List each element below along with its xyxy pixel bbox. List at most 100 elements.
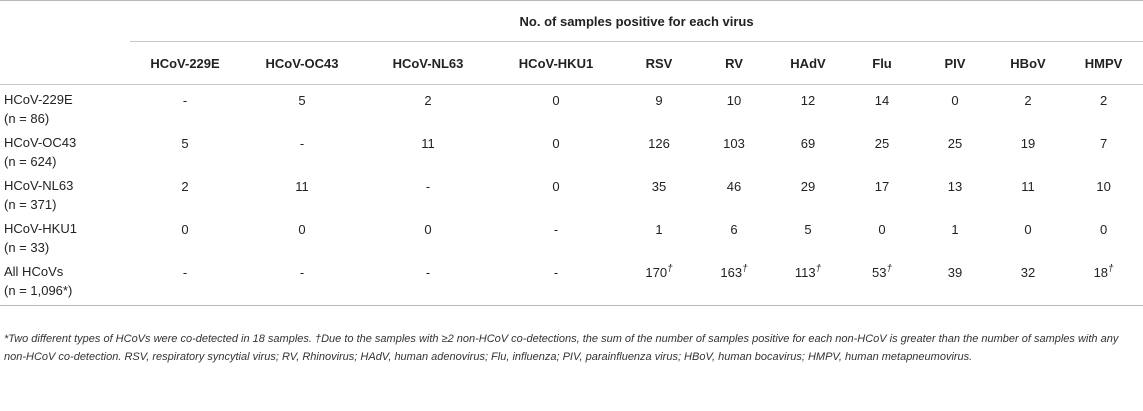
table-cell: 19 xyxy=(992,128,1064,171)
cell-value: 69 xyxy=(800,136,816,151)
table-cell: 11 xyxy=(364,128,492,171)
table-cell: 0 xyxy=(918,85,992,129)
col-header-hcov-nl63: HCoV-NL63 xyxy=(364,41,492,85)
cell-value: 32 xyxy=(1020,265,1036,280)
table-cell: 170† xyxy=(620,257,698,306)
table-cell: 2 xyxy=(130,171,240,214)
row-sample-count: (n = 371) xyxy=(4,197,57,212)
cell-value: 53 xyxy=(871,265,887,280)
super-header-row: No. of samples positive for each virus xyxy=(0,0,1143,42)
table-row: HCoV-NL63 (n = 371) 2 11 - 0 35 46 29 17 13 11 10 xyxy=(0,171,1143,214)
table-row: HCoV-229E (n = 86) - 5 2 0 9 10 12 14 0 2 2 xyxy=(0,85,1143,129)
cell-value: - xyxy=(299,265,305,280)
table-cell: 0 xyxy=(992,214,1064,257)
cell-value: 0 xyxy=(298,222,306,237)
cell-value: 0 xyxy=(552,136,560,151)
table-body: HCoV-229E (n = 86) -5 2 0 9 10 12 14 0 2 2 HCoV-OC43… xyxy=(0,85,1143,306)
table-cell: 5 xyxy=(130,128,240,171)
col-header-rsv: RSV xyxy=(620,41,698,85)
cell-value: 35 xyxy=(651,179,667,194)
col-header-hadv: HAdV xyxy=(770,41,846,85)
table-cell: 10 xyxy=(1064,171,1143,214)
cell-value: 11 xyxy=(421,136,435,151)
cell-value: - xyxy=(182,93,188,108)
cell-value: 46 xyxy=(726,179,742,194)
cell-value: 6 xyxy=(730,222,738,237)
cell-value: 2 xyxy=(181,179,189,194)
table-cell: 5 xyxy=(240,85,364,129)
table-cell: 5 xyxy=(770,214,846,257)
row-sample-count: (n = 33) xyxy=(4,240,50,255)
cell-value: 1 xyxy=(951,222,959,237)
table-cell: 12 xyxy=(770,85,846,129)
table-cell: 6 xyxy=(698,214,770,257)
table-cell: 25 xyxy=(918,128,992,171)
table-cell: 25 xyxy=(846,128,918,171)
cell-value: - xyxy=(425,179,431,194)
table-row: HCoV-OC43 (n = 624) 5 - 11 0 126 103 69 25 25 19 7 xyxy=(0,128,1143,171)
table-row: HCoV-HKU1 (n = 33) 0 0 0 - 1 6 5 0 1 0 0 xyxy=(0,214,1143,257)
table-row: All HCoVs (n = 1,096*) - - - -170† 163† 113† 53†… xyxy=(0,257,1143,306)
cell-footnote-mark: † xyxy=(667,263,673,275)
row-virus-name: HCoV-OC43 xyxy=(4,135,77,150)
cell-value: 10 xyxy=(1096,179,1111,194)
cell-value: 0 xyxy=(552,93,560,108)
table-cell: 18† xyxy=(1064,257,1143,306)
table-cell: 39 xyxy=(918,257,992,306)
table-cell: 9 xyxy=(620,85,698,129)
cell-value: 14 xyxy=(874,93,890,108)
row-virus-name: HCoV-HKU1 xyxy=(4,221,77,236)
table-cell: 0 xyxy=(492,171,620,214)
cell-value: 170 xyxy=(645,265,668,280)
cell-value: 25 xyxy=(874,136,890,151)
cell-value: 0 xyxy=(878,222,886,237)
table-cell: 0 xyxy=(1064,214,1143,257)
table-cell: - xyxy=(492,257,620,306)
table-cell: - xyxy=(364,257,492,306)
row-label: HCoV-HKU1 (n = 33) xyxy=(0,214,130,257)
cell-value: - xyxy=(299,136,305,151)
cell-value: 113 xyxy=(794,265,816,280)
table-cell: 46 xyxy=(698,171,770,214)
col-header-hcov-229e: HCoV-229E xyxy=(130,41,240,85)
cell-value: 1 xyxy=(655,222,663,237)
table-cell: - xyxy=(240,257,364,306)
table-cell: 2 xyxy=(1064,85,1143,129)
row-header-corner xyxy=(0,41,130,85)
cell-value: 25 xyxy=(947,136,963,151)
super-title: No. of samples positive for each virus xyxy=(130,0,1143,42)
row-label: HCoV-NL63 (n = 371) xyxy=(0,171,130,214)
table-cell: 103 xyxy=(698,128,770,171)
table-cell: 163† xyxy=(698,257,770,306)
cell-value: 0 xyxy=(951,93,959,108)
cell-value: - xyxy=(425,265,431,280)
column-header-row: HCoV-229E HCoV-OC43 HCoV-NL63 HCoV-HKU1 … xyxy=(0,41,1143,85)
col-header-hcov-oc43: HCoV-OC43 xyxy=(240,41,364,85)
table-cell: 1 xyxy=(918,214,992,257)
row-sample-count: (n = 86) xyxy=(4,111,50,126)
table-footnote: *Two different types of HCoVs were co-de… xyxy=(4,333,1119,363)
cell-value: 19 xyxy=(1020,136,1036,151)
col-header-piv: PIV xyxy=(918,41,992,85)
row-virus-name: HCoV-NL63 xyxy=(4,178,74,193)
cell-value: 11 xyxy=(295,179,309,194)
table-cell: 2 xyxy=(364,85,492,129)
col-header-hmpv: HMPV xyxy=(1064,41,1143,85)
table-cell: 0 xyxy=(492,128,620,171)
table-cell: - xyxy=(240,128,364,171)
table-cell: 69 xyxy=(770,128,846,171)
table-cell: 113† xyxy=(770,257,846,306)
cell-value: 10 xyxy=(726,93,742,108)
table-cell: - xyxy=(130,257,240,306)
row-sample-count: (n = 624) xyxy=(4,154,57,169)
col-header-rv: RV xyxy=(698,41,770,85)
table-cell: 53† xyxy=(846,257,918,306)
cell-value: 103 xyxy=(723,136,745,151)
cell-footnote-mark: † xyxy=(886,263,893,275)
table-cell: 0 xyxy=(846,214,918,257)
co-detection-table: No. of samples positive for each virus H… xyxy=(0,0,1143,306)
table-cell: 35 xyxy=(620,171,698,214)
table-cell: 29 xyxy=(770,171,846,214)
cell-value: 7 xyxy=(1099,136,1108,151)
cell-value: 9 xyxy=(655,93,663,108)
